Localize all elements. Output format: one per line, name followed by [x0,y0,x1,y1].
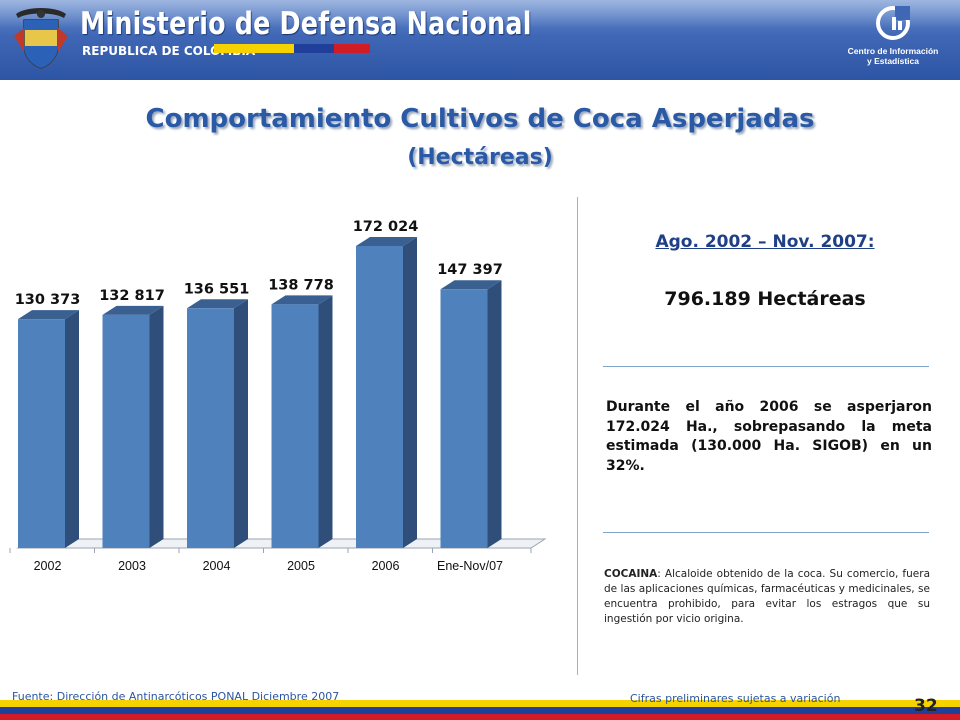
cie-label: Centro de Información y Estadística [830,46,956,66]
cocaine-note: COCAINA: Alcaloide obtenido de la coca. … [604,567,930,627]
bar-chart: 130 373 2002 132 817 2003 136 551 2004 138 778… [9,219,547,573]
divider-top [603,366,929,367]
data-label: 136 551 [184,281,250,297]
bar-side [234,299,248,548]
bar [18,319,65,548]
footer-stripe-yellow [0,700,960,707]
bar-top [18,310,79,320]
divider-bottom [603,532,929,533]
x-tick-label: 2002 [34,559,62,573]
bar [271,304,319,548]
bar-side [65,310,79,548]
cie-label-line1: Centro de Información [847,46,939,56]
bar [102,314,150,548]
header-banner: Ministerio de Defensa Nacional REPUBLICA… [0,0,960,80]
total-hectares: 796.189 Hectáreas [664,288,866,310]
x-tick-label: 2005 [287,559,315,573]
data-label: 172 024 [353,219,419,235]
note-text: : Alcaloide obtenido de la coca. Su come… [604,568,930,625]
bar-top [356,237,417,246]
bar-side [149,305,164,548]
period-heading: Ago. 2002 – Nov. 2007: [655,232,875,252]
flag-stripe-blue [294,44,334,53]
bar-top [440,280,502,290]
bar-side [318,295,333,548]
data-label: 130 373 [15,292,81,308]
data-label: 138 778 [268,277,334,293]
cie-logo-icon [876,6,910,40]
bar-top [102,305,164,315]
footer-stripe-blue [0,707,960,714]
flag-stripe-red [334,44,370,53]
x-tick-label: 2003 [118,559,146,573]
colombia-coat-of-arms-icon [14,8,68,69]
bar-side [403,237,417,548]
flag-stripe-yellow [214,44,294,53]
bar-top [271,295,333,305]
footer-stripe-red [0,714,960,720]
data-label: 147 397 [437,262,503,278]
source-note: Fuente: Dirección de Antinarcóticos PONA… [12,690,340,703]
bar [187,308,234,548]
bar-side [487,280,502,548]
note-term: COCAINA [604,568,658,580]
x-tick-label: 2006 [372,559,400,573]
x-tick-label: Ene-Nov/07 [437,559,503,573]
page-subtitle: (Hectáreas) [407,145,553,170]
bar-top [187,299,248,309]
preliminary-note: Cifras preliminares sujetas a variación [630,692,841,705]
header-gloss [0,0,960,28]
data-label: 132 817 [99,288,165,304]
vertical-divider [577,197,578,675]
ministry-title: Ministerio de Defensa Nacional [80,6,532,42]
bar [440,289,488,548]
republic-label: REPUBLICA DE COLOMBIA [82,44,256,58]
bar [356,246,403,548]
cie-label-line2: y Estadística [867,56,919,66]
page-title: Comportamiento Cultivos de Coca Asperjad… [145,104,815,134]
x-tick-label: 2004 [203,559,231,573]
page-number: 32 [914,696,938,716]
description-text: Durante el año 2006 se asperjaron 172.02… [606,399,932,474]
